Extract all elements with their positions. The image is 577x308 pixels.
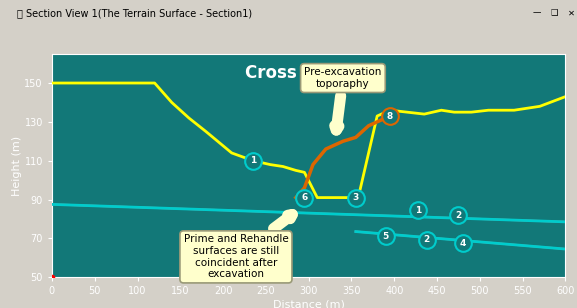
- Text: 3: 3: [353, 193, 359, 202]
- Text: Cross Section: Cross Section: [245, 64, 373, 82]
- Text: 1: 1: [415, 206, 421, 215]
- Text: 4: 4: [459, 239, 466, 248]
- Text: Pre-excavation
toporaphy: Pre-excavation toporaphy: [304, 67, 381, 130]
- Text: 8: 8: [387, 111, 393, 120]
- Text: 2: 2: [424, 235, 430, 245]
- Text: —: —: [533, 9, 541, 18]
- Text: ✕: ✕: [568, 9, 575, 18]
- Text: 2: 2: [455, 211, 462, 220]
- Text: 1: 1: [250, 156, 256, 165]
- Text: 6: 6: [301, 193, 308, 202]
- Y-axis label: Height (m): Height (m): [12, 136, 21, 196]
- Text: 5: 5: [383, 232, 389, 241]
- Text: ❑: ❑: [550, 9, 557, 18]
- X-axis label: Distance (m): Distance (m): [273, 299, 344, 308]
- Text: Prime and Rehandle
surfaces are still
coincident after
excavation: Prime and Rehandle surfaces are still co…: [183, 214, 293, 279]
- Text: 🔧 Section View 1(The Terrain Surface - Section1): 🔧 Section View 1(The Terrain Surface - S…: [17, 8, 252, 18]
